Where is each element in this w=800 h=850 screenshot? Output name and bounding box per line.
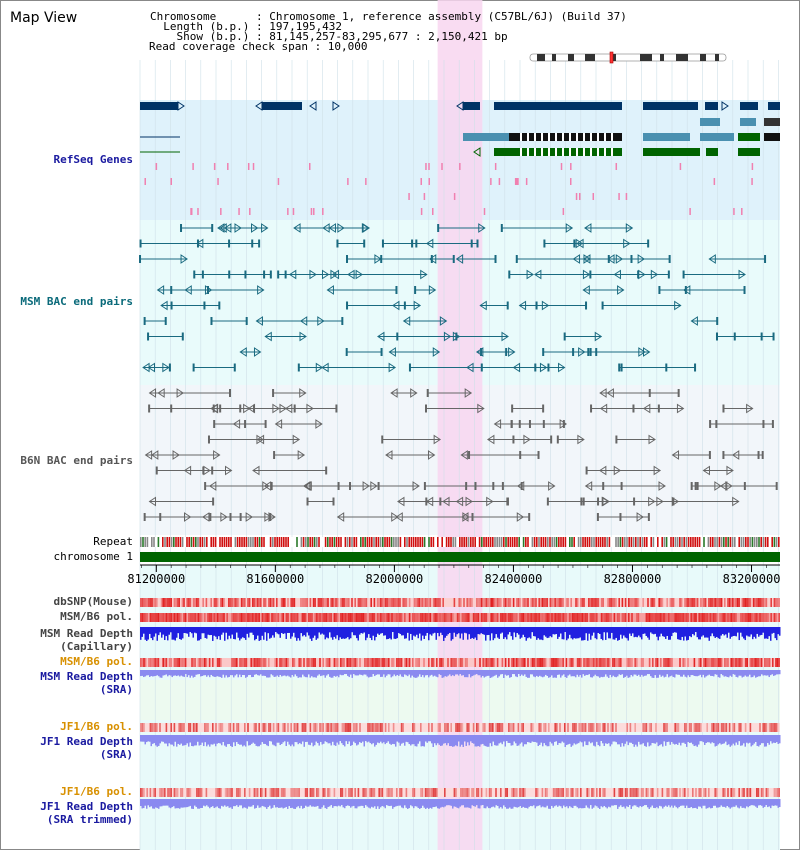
track-label-jf1-b6-pol-2[interactable]: JF1/B6 pol. — [60, 785, 133, 798]
track-label-msm-b6-pol[interactable]: MSM/B6 pol. — [60, 610, 133, 623]
msm-depth-capillary-bars — [140, 627, 781, 641]
axis-tick-label: 81200000 — [127, 572, 186, 586]
msm-bac-end-pairs — [139, 223, 775, 373]
track-label-jf1-b6-pol[interactable]: JF1/B6 pol. — [60, 720, 133, 733]
axis-tick-label: 82400000 — [484, 572, 543, 586]
track-label-msm-depth-sra-sub: (SRA) — [99, 683, 133, 696]
chromosome-bar — [140, 552, 780, 562]
track-label-repeat[interactable]: Repeat — [93, 535, 133, 548]
track-label-msm-b6-pol-2[interactable]: MSM/B6 pol. — [60, 655, 133, 668]
jf1-b6-pol-strip-2 — [140, 788, 780, 797]
info-coverage-span: Read coverage check span : 10,000 — [149, 40, 368, 53]
jf1-depth-sra-bars — [140, 735, 781, 747]
track-label-msm-depth-sra[interactable]: MSM Read Depth — [40, 670, 133, 683]
axis-tick-label: 83200000 — [722, 572, 781, 586]
track-label-jf1-depth-sra-sub: (SRA) — [99, 748, 133, 761]
msm-depth-sra-bars — [140, 670, 781, 678]
axis-tick-label: 82800000 — [603, 572, 662, 586]
info-length: Length (b.p.) : 197,195,432 — [150, 20, 343, 33]
jf1-depth-trimmed-bars — [140, 799, 781, 809]
track-label-msm-bac[interactable]: MSM BAC end pairs — [20, 295, 133, 308]
chromosome-ideogram — [529, 51, 727, 64]
msm-b6-pol-strip — [140, 613, 780, 622]
track-label-jf1-depth-trimmed-sub: (SRA trimmed) — [46, 813, 133, 826]
track-label-msm-depth-capillary[interactable]: MSM Read Depth — [40, 627, 133, 640]
track-label-jf1-depth-trimmed[interactable]: JF1 Read Depth — [40, 800, 133, 813]
track-label-b6n-bac[interactable]: B6N BAC end pairs — [20, 454, 133, 467]
refseq-minor-features — [144, 163, 754, 215]
axis-tick-label: 82000000 — [365, 572, 424, 586]
repeat-track — [140, 537, 780, 547]
jf1-b6-pol-strip — [140, 723, 780, 732]
track-label-msm-depth-capillary-sub: (Capillary) — [60, 640, 133, 653]
info-show: Show (b.p.) : 81,145,257-83,295,677 : 2,… — [150, 30, 508, 43]
selected-region-highlight — [437, 0, 483, 850]
axis-tick-label: 81600000 — [246, 572, 305, 586]
refseq-genes — [140, 101, 780, 157]
dbsnp-strip — [140, 598, 780, 607]
track-label-chromosome[interactable]: chromosome 1 — [53, 550, 133, 563]
b6n-bac-end-pairs — [143, 388, 778, 522]
track-label-dbsnp[interactable]: dbSNP(Mouse) — [53, 595, 133, 608]
msm-b6-pol-strip-2 — [140, 658, 780, 667]
axis-minor-ticks — [141, 565, 767, 568]
track-label-jf1-depth-sra[interactable]: JF1 Read Depth — [40, 735, 133, 748]
track-label-refseq-genes[interactable]: RefSeq Genes — [53, 153, 133, 166]
view-title: Map View — [10, 10, 78, 26]
info-chromosome: Chromosome : Chromosome 1, reference ass… — [150, 10, 627, 23]
